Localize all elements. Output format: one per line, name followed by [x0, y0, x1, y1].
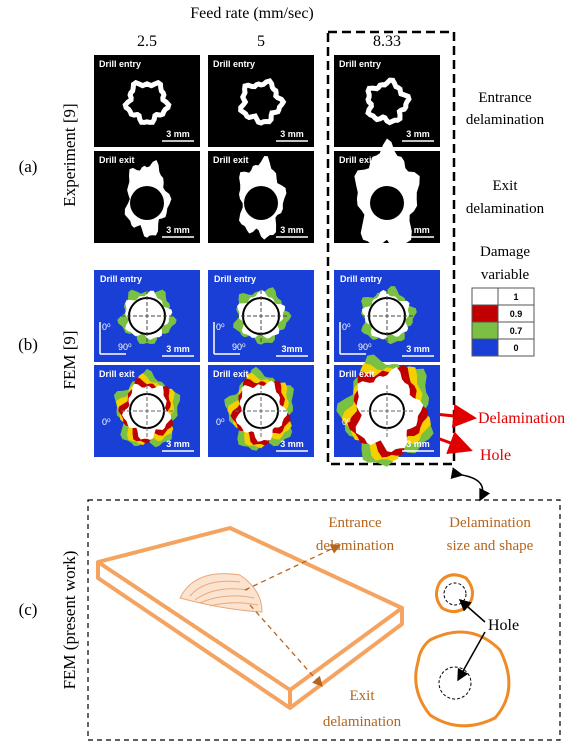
legend-swatch	[472, 339, 498, 356]
panel-label: Drill entry	[340, 274, 382, 284]
panel-label: Drill exit	[339, 369, 375, 379]
panel-label: Drill entry	[339, 59, 381, 69]
hole-outline	[439, 667, 471, 699]
legend-label: 1	[513, 292, 518, 302]
fem-exit-panel: Drill exit 0⁰ 3 mm	[208, 365, 314, 457]
row-method: FEM [9]	[60, 330, 79, 389]
panel-label: Drill entry	[100, 274, 142, 284]
axis-label: 0⁰	[342, 417, 351, 427]
experiment-exit-panel: Drill exit 3 mm	[208, 151, 314, 243]
annotation: delamination	[316, 538, 395, 554]
panel-label: Drill exit	[339, 155, 375, 165]
panel-label: Drill exit	[213, 369, 249, 379]
legend-label: 0.9	[510, 309, 523, 319]
annotation: Exit	[350, 688, 376, 704]
legend-label: 0.7	[510, 326, 523, 336]
scale-label: 3 mm	[406, 225, 430, 235]
annotation: Entrance	[478, 90, 532, 106]
annotation: Delamination	[449, 515, 531, 531]
scale-label: 3 mm	[280, 439, 304, 449]
row-label: (b)	[18, 335, 38, 354]
delamination-outline	[416, 632, 509, 726]
experiment-exit-panel: Drill exit 3 mm	[334, 139, 440, 252]
row-method: FEM (present work)	[60, 551, 79, 690]
row-label: (a)	[19, 157, 38, 176]
hole	[370, 186, 404, 220]
laminate-plate	[98, 528, 402, 708]
fem-entry-panel: Drill entry 0⁰ 90⁰ 3mm	[208, 270, 314, 362]
axis-label: 0⁰	[342, 322, 351, 332]
legend-swatch	[472, 322, 498, 339]
annotation: delamination	[466, 201, 545, 217]
column-header: 8.33	[373, 33, 401, 50]
axis-label: 90⁰	[358, 342, 372, 352]
legend-swatch	[472, 288, 498, 305]
annotation: Exit	[493, 178, 519, 194]
panel-label: Drill entry	[214, 274, 256, 284]
scale-label: 3 mm	[406, 344, 430, 354]
feed-rate-title: Feed rate (mm/sec)	[190, 5, 314, 22]
annotation: Hole	[480, 447, 511, 464]
panel-label: Drill entry	[213, 59, 255, 69]
scale-label: 3 mm	[280, 225, 304, 235]
delamination-zone	[180, 574, 262, 612]
annotation: Entrance	[328, 515, 382, 531]
row-method: Experiment [9]	[60, 103, 79, 206]
experiment-entry-panel: Drill entry 3 mm	[94, 55, 200, 147]
scale-label: 3 mm	[166, 439, 190, 449]
scale-label: 3mm	[281, 344, 302, 354]
axis-label: 0⁰	[216, 417, 225, 427]
legend-swatch	[472, 305, 498, 322]
panel-label: Drill exit	[99, 155, 135, 165]
experiment-entry-panel: Drill entry 3 mm	[208, 55, 314, 147]
axis-label: 0⁰	[102, 417, 111, 427]
axis-label: 90⁰	[232, 342, 246, 352]
experiment-entry-panel: Drill entry 3 mm	[334, 55, 440, 147]
legend-label: 0	[513, 343, 518, 353]
scale-label: 3 mm	[166, 344, 190, 354]
figure: Feed rate (mm/sec) (a) Experiment [9] (b…	[0, 0, 586, 744]
callout-arrow	[250, 605, 322, 686]
column-header: 5	[257, 33, 265, 50]
annotation: variable	[481, 267, 530, 283]
row-label: (c)	[19, 600, 38, 619]
annotation: Delamination	[478, 410, 565, 427]
panel-label: Drill entry	[99, 59, 141, 69]
panel-label: Drill exit	[99, 369, 135, 379]
fem-exit-panel: Drill exit 0⁰ 3 mm	[94, 365, 200, 457]
scale-label: 3 mm	[166, 225, 190, 235]
annotation: delamination	[466, 112, 545, 128]
panel-label: Drill exit	[213, 155, 249, 165]
experiment-exit-panel: Drill exit 3 mm	[94, 151, 200, 243]
annotation: size and shape	[447, 538, 534, 554]
callout-arrow	[460, 600, 485, 622]
fem-entry-panel: Drill entry 0⁰ 90⁰ 3 mm	[334, 270, 440, 362]
link-arrow	[462, 475, 483, 500]
axis-label: 0⁰	[216, 322, 225, 332]
fem-exit-panel: Drill exit 0⁰ 3 mm	[334, 355, 440, 467]
axis-label: 0⁰	[102, 322, 111, 332]
scale-label: 3 mm	[406, 129, 430, 139]
annotation: Damage	[480, 244, 530, 260]
hole	[130, 186, 164, 220]
scale-label: 3 mm	[280, 129, 304, 139]
scale-label: 3 mm	[406, 439, 430, 449]
fem-entry-panel: Drill entry 0⁰ 90⁰ 3 mm	[94, 270, 200, 362]
column-header: 2.5	[137, 33, 157, 50]
annotation: Hole	[488, 617, 519, 634]
axis-label: 90⁰	[118, 342, 132, 352]
annotation: delamination	[323, 714, 402, 730]
callout-arrow	[458, 632, 485, 680]
hole	[244, 186, 278, 220]
scale-label: 3 mm	[166, 129, 190, 139]
